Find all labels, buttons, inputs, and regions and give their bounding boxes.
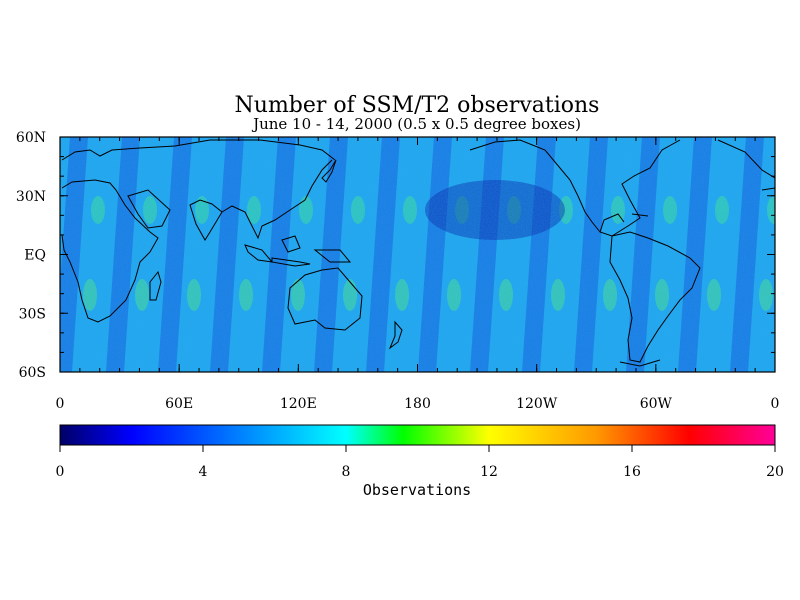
colorbar-tick-label: 20 [766, 464, 784, 480]
map-subtitle: June 10 - 14, 2000 (0.5 x 0.5 degree box… [251, 115, 581, 133]
longitude-axis: 0 60E 120E 180 120W 60W 0 [56, 137, 780, 412]
colorbar-tick-label: 16 [623, 464, 641, 480]
latitude-axis: 60N 30N EQ 30S 60S [16, 130, 775, 381]
colorbar: 0 4 8 12 16 20 Observations [56, 424, 784, 499]
noise-texture [60, 137, 775, 372]
colorbar-label: Observations [363, 481, 471, 499]
colorbar-tick-label: 12 [480, 464, 498, 480]
lon-tick-label: 120E [280, 396, 317, 412]
map-panel [60, 137, 775, 372]
lat-tick-label: 30S [19, 306, 46, 322]
lat-tick-label: 30N [16, 189, 46, 205]
lon-tick-label: 120W [516, 396, 558, 412]
lon-tick-label: 60E [165, 396, 193, 412]
map-title: Number of SSM/T2 observations [235, 93, 600, 118]
lat-tick-label: 60N [16, 130, 46, 146]
colorbar-tick-label: 8 [342, 464, 351, 480]
colorbar-ticks: 0 4 8 12 16 20 [56, 445, 784, 480]
lat-tick-label: 60S [19, 365, 46, 381]
lon-tick-label: 60W [640, 396, 673, 412]
colorbar-tick-label: 0 [56, 464, 65, 480]
coastlines [61, 139, 775, 367]
lon-tick-label: 0 [771, 396, 780, 412]
lon-tick-label: 0 [56, 396, 65, 412]
colorbar-tick-label: 4 [199, 464, 208, 480]
lon-tick-label: 180 [404, 396, 431, 412]
lat-tick-label: EQ [24, 248, 46, 264]
colorbar-gradient [59, 424, 776, 446]
